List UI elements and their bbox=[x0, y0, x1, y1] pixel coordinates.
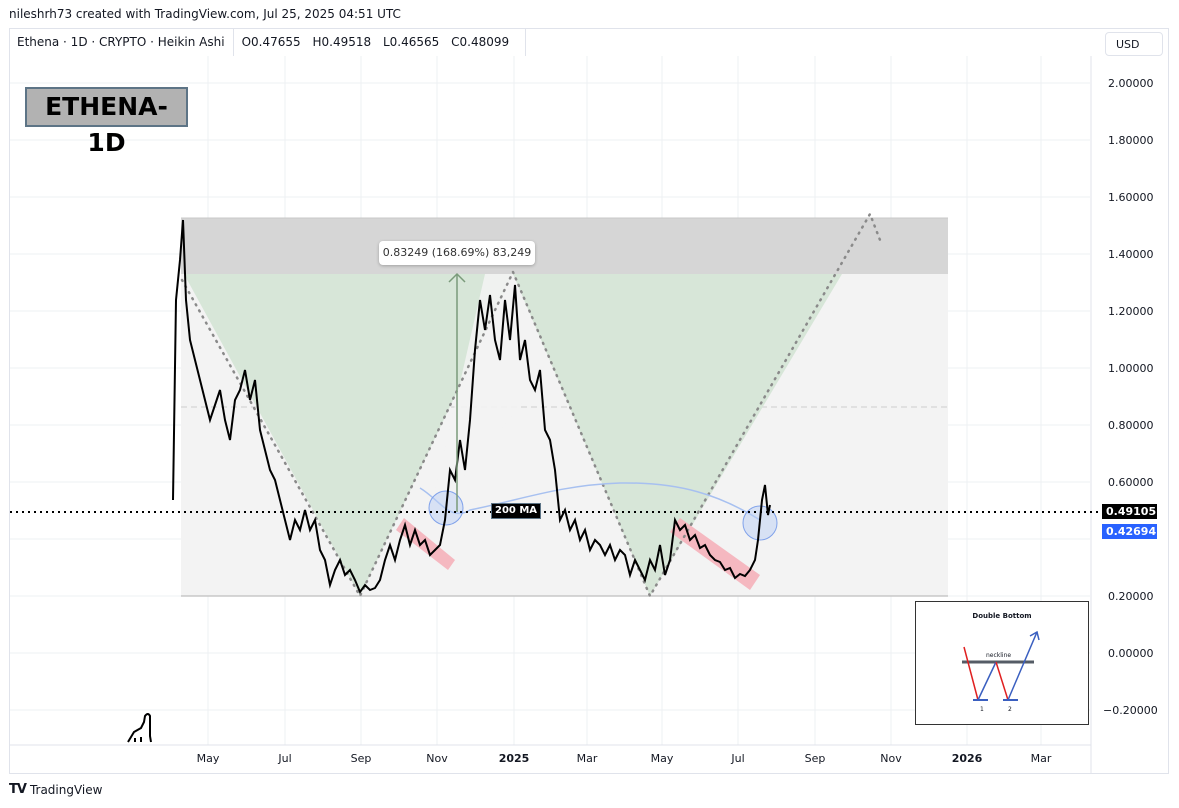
bottom-1-label: 1 bbox=[980, 706, 984, 713]
resistance-zone bbox=[181, 218, 948, 274]
neckline-label: neckline bbox=[986, 652, 1012, 659]
currency-button[interactable]: USD bbox=[1105, 32, 1163, 56]
arrow-head-icon bbox=[448, 272, 466, 283]
close-value: C0.48099 bbox=[451, 35, 510, 49]
svg-text:May: May bbox=[197, 752, 220, 765]
svg-text:2.00000: 2.00000 bbox=[1108, 77, 1154, 90]
svg-text:Nov: Nov bbox=[426, 752, 448, 765]
ma-label: 200 MA bbox=[491, 503, 542, 519]
svg-text:0.60000: 0.60000 bbox=[1108, 476, 1154, 489]
falling-channel-2 bbox=[670, 518, 760, 590]
ma-price-tag: 0.42694 bbox=[1102, 524, 1157, 539]
svg-text:2026: 2026 bbox=[952, 752, 983, 765]
svg-text:2025: 2025 bbox=[499, 752, 530, 765]
svg-text:0.20000: 0.20000 bbox=[1108, 590, 1154, 603]
svg-text:−0.20000: −0.20000 bbox=[1103, 704, 1158, 717]
symbol-legend: Ethena · 1D · CRYPTO · Heikin Ashi O0.47… bbox=[9, 28, 527, 56]
svg-text:0.00000: 0.00000 bbox=[1108, 647, 1154, 660]
open-value: O0.47655 bbox=[241, 35, 301, 49]
left-bottom-zone bbox=[184, 274, 513, 596]
x-axis: May Jul Sep Nov 2025 Mar May Jul Sep Nov… bbox=[197, 752, 1052, 765]
bottom-2-label: 2 bbox=[1008, 706, 1012, 713]
dino-icon bbox=[127, 713, 152, 743]
svg-text:Jul: Jul bbox=[730, 752, 744, 765]
arrow-up-icon bbox=[1029, 630, 1040, 641]
svg-text:Sep: Sep bbox=[351, 752, 372, 765]
svg-text:1.20000: 1.20000 bbox=[1108, 305, 1154, 318]
svg-text:1.60000: 1.60000 bbox=[1108, 191, 1154, 204]
footer-brand[interactable]: TV TradingView bbox=[9, 782, 102, 797]
symbol-label[interactable]: Ethena · 1D · CRYPTO · Heikin Ashi bbox=[9, 28, 234, 56]
double-bottom-inset: Double Bottom neckline 1 2 bbox=[915, 601, 1089, 725]
right-bottom-zone bbox=[513, 274, 842, 596]
price-series bbox=[172, 219, 771, 595]
brand-name: TradingView bbox=[29, 782, 103, 797]
svg-text:Sep: Sep bbox=[805, 752, 826, 765]
double-bottom-diagram bbox=[962, 630, 1040, 701]
svg-text:1.00000: 1.00000 bbox=[1108, 362, 1154, 375]
svg-text:Nov: Nov bbox=[880, 752, 902, 765]
high-value: H0.49518 bbox=[312, 35, 372, 49]
svg-text:0.80000: 0.80000 bbox=[1108, 419, 1154, 432]
svg-text:1.80000: 1.80000 bbox=[1108, 134, 1154, 147]
svg-text:May: May bbox=[651, 752, 674, 765]
tradingview-logo-icon: TV bbox=[9, 782, 27, 797]
svg-text:Mar: Mar bbox=[1031, 752, 1052, 765]
y-axis: 2.00000 1.80000 1.60000 1.40000 1.20000 … bbox=[1103, 77, 1158, 717]
svg-text:Jul: Jul bbox=[277, 752, 291, 765]
ohlc-values: O0.47655 H0.49518 L0.46565 C0.48099 bbox=[234, 28, 527, 56]
chart-credit: nileshrh73 created with TradingView.com,… bbox=[9, 7, 401, 21]
svg-text:Mar: Mar bbox=[577, 752, 598, 765]
chart-title-box: ETHENA-1D bbox=[25, 87, 188, 157]
low-value: L0.46565 bbox=[382, 35, 440, 49]
inset-title: Double Bottom bbox=[972, 612, 1032, 620]
pattern-path bbox=[180, 211, 882, 599]
svg-text:1.40000: 1.40000 bbox=[1108, 248, 1154, 261]
measure-label: 0.83249 (168.69%) 83,249 bbox=[379, 241, 535, 265]
last-price-tag: 0.49105 bbox=[1102, 504, 1157, 519]
